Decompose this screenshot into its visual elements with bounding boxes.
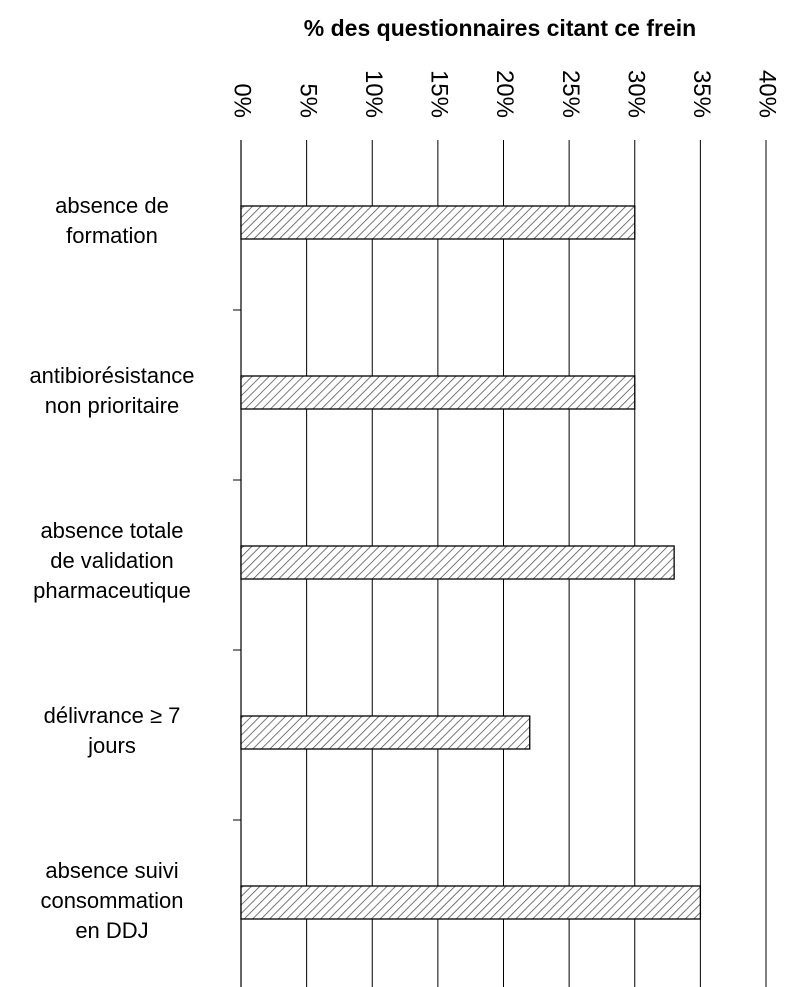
x-tick-label: 0% bbox=[229, 83, 256, 118]
y-tick-label: délivrance ≥ 7 jours bbox=[44, 703, 181, 758]
x-tick-label: 15% bbox=[426, 70, 453, 118]
y-tick-label: absence de formation bbox=[55, 193, 169, 248]
chart-title: % des questionnaires citant ce frein bbox=[304, 15, 696, 41]
x-tick-label: 35% bbox=[688, 70, 715, 118]
y-tick-label: absence suivi consommation en DDJ bbox=[40, 858, 183, 943]
y-tick-label: antibiorésistance non prioritaire bbox=[29, 363, 194, 418]
y-tick-label: absence totale de validation pharmaceutiqu… bbox=[33, 518, 191, 603]
x-tick-label: 40% bbox=[754, 70, 781, 118]
bar bbox=[240, 375, 636, 410]
x-tick-label: 25% bbox=[557, 70, 584, 118]
bar bbox=[240, 545, 675, 580]
bar bbox=[240, 885, 702, 920]
bar bbox=[240, 205, 636, 240]
x-tick-label: 30% bbox=[622, 70, 649, 118]
x-tick-label: 20% bbox=[491, 70, 518, 118]
x-tick-label: 5% bbox=[294, 83, 321, 118]
x-tick-label: 10% bbox=[360, 70, 387, 118]
bar bbox=[240, 715, 531, 750]
